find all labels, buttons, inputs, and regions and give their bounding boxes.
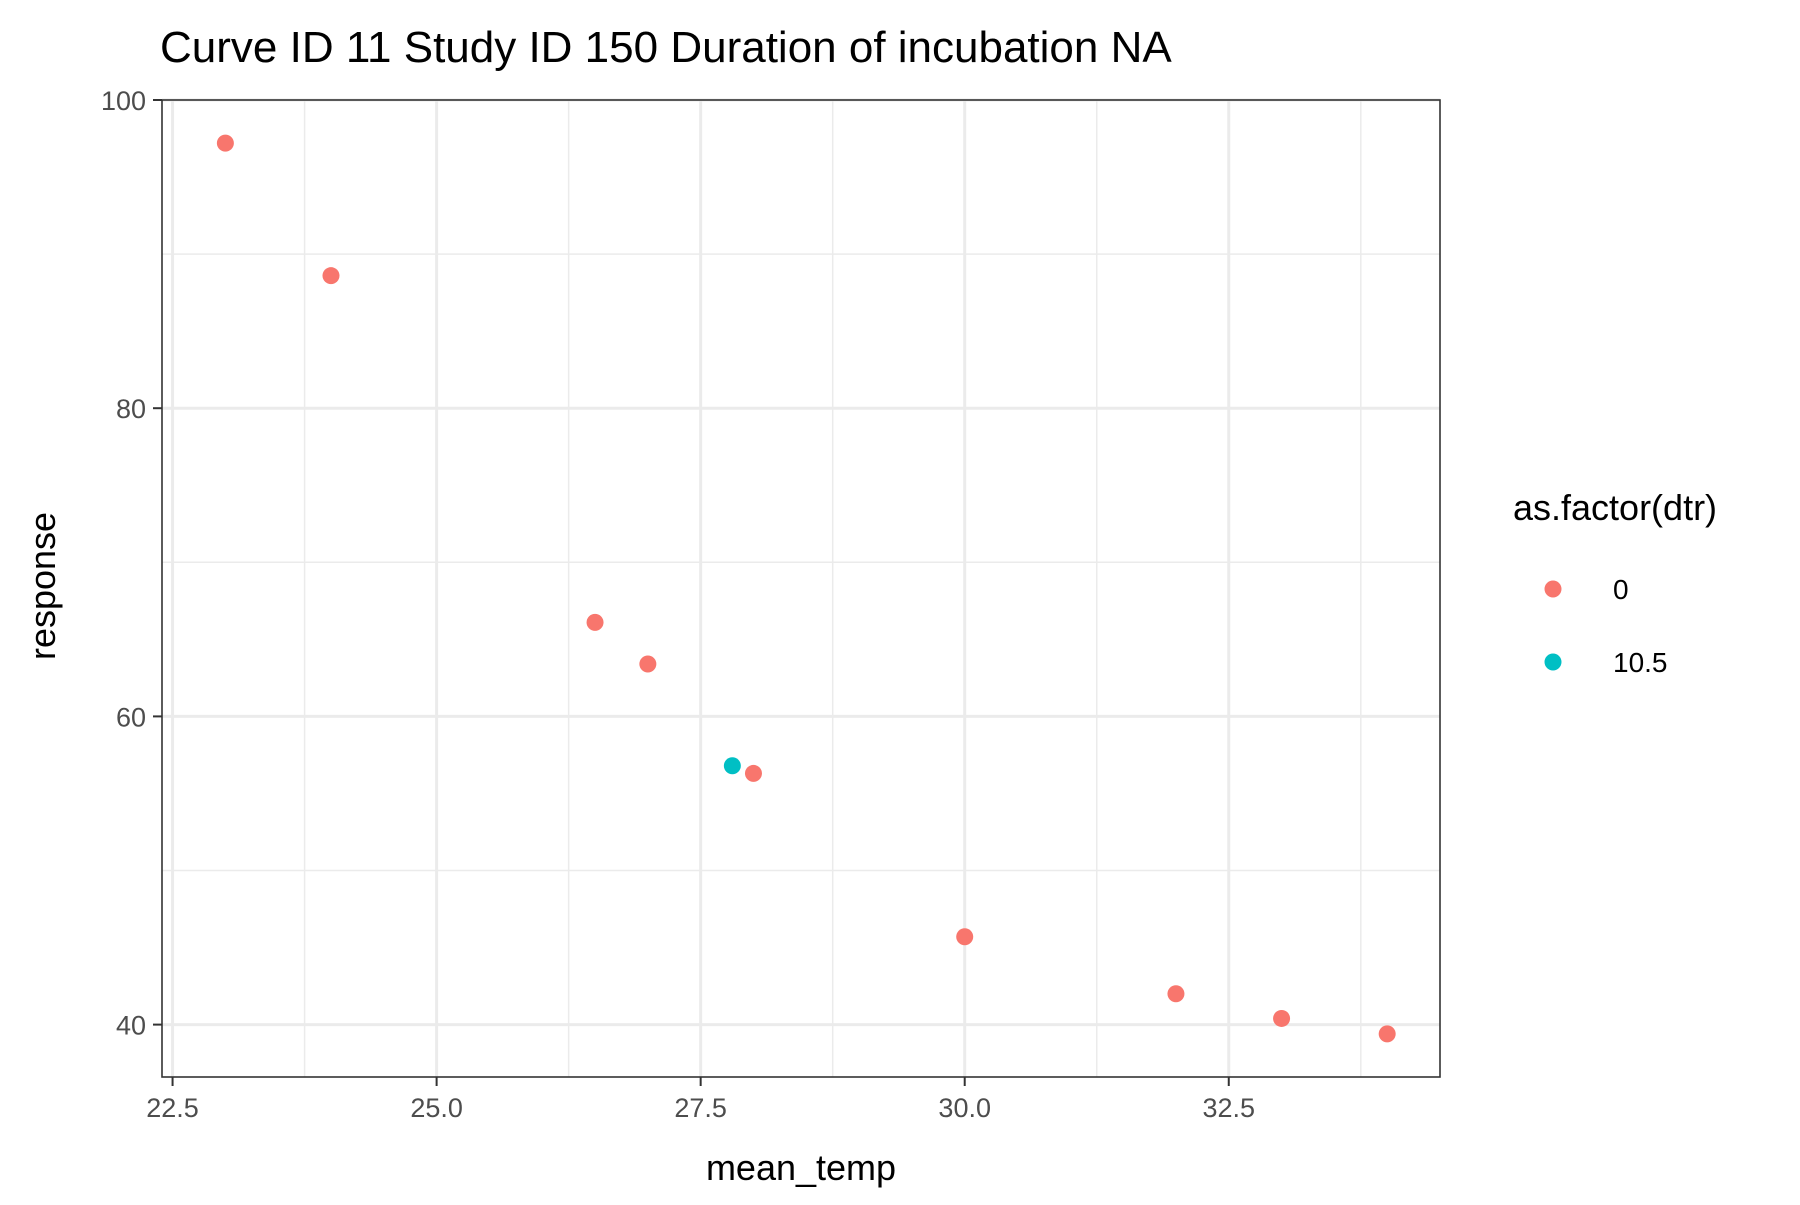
data-point — [723, 757, 741, 775]
x-axis-title: mean_temp — [706, 1147, 896, 1188]
data-point — [586, 613, 604, 631]
data-point — [216, 134, 234, 152]
x-tick-label: 32.5 — [1202, 1093, 1255, 1123]
legend-key — [1544, 580, 1562, 598]
chart-title: Curve ID 11 Study ID 150 Duration of inc… — [160, 23, 1172, 72]
data-point — [744, 764, 762, 782]
data-point — [1378, 1025, 1396, 1043]
data-point — [956, 928, 974, 946]
grid-layer — [162, 98, 1440, 1077]
legend-label: 0 — [1613, 574, 1629, 605]
data-point — [1167, 985, 1185, 1003]
y-tick-label: 80 — [116, 394, 146, 424]
x-tick-label: 30.0 — [938, 1093, 991, 1123]
data-point — [1273, 1009, 1291, 1027]
data-point — [322, 267, 340, 285]
data-point — [639, 655, 657, 673]
x-tick-label: 27.5 — [674, 1093, 727, 1123]
y-tick-label: 60 — [116, 702, 146, 732]
points-layer — [216, 134, 1396, 1043]
legend-key — [1544, 653, 1562, 671]
x-tick-label: 22.5 — [146, 1093, 199, 1123]
axis-layer: 22.5 25.0 27.5 30.0 32.5 40 60 80 100 — [101, 86, 1255, 1123]
legend-title: as.factor(dtr) — [1513, 487, 1717, 528]
y-axis-title: response — [22, 512, 63, 660]
plot-panel — [162, 100, 1440, 1077]
y-tick-label: 100 — [101, 86, 146, 116]
legend-label: 10.5 — [1613, 647, 1668, 678]
x-tick-label: 25.0 — [410, 1093, 463, 1123]
y-tick-label: 40 — [116, 1011, 146, 1041]
legend: as.factor(dtr) 0 10.5 — [1513, 487, 1717, 678]
plot-panel-border — [161, 99, 1441, 1078]
